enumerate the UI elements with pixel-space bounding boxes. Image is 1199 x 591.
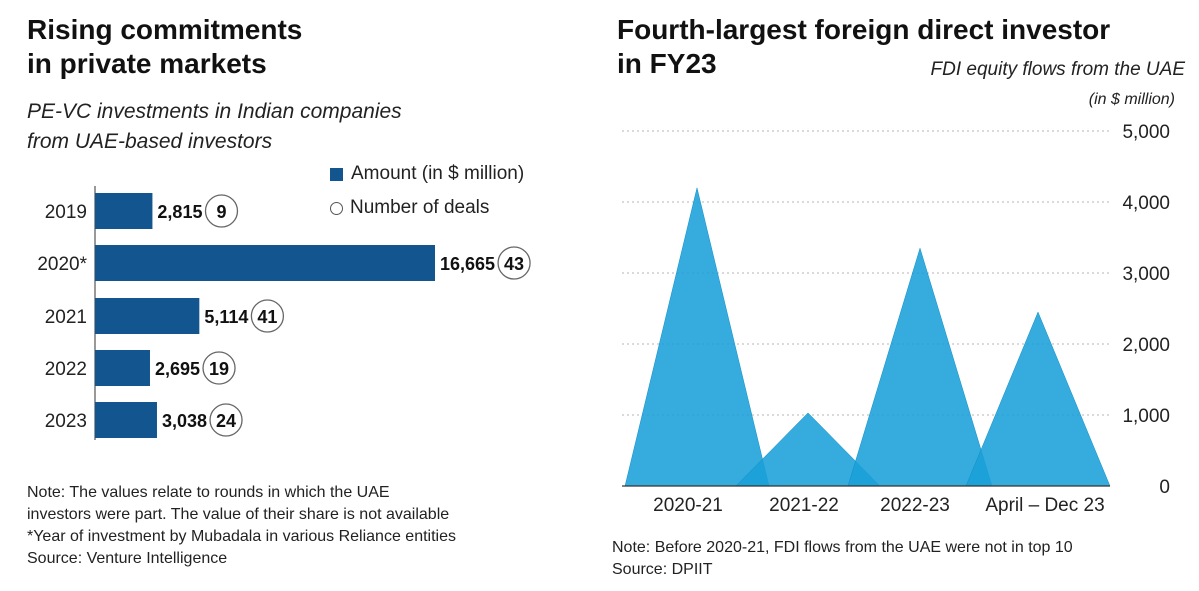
bar-mark xyxy=(95,193,153,229)
deal-count-label: 19 xyxy=(209,359,229,379)
deal-count-label: 9 xyxy=(216,202,226,222)
right-chart-unit: (in $ million) xyxy=(1088,91,1175,108)
right-title-line-1: Fourth-largest foreign direct investor xyxy=(617,14,1111,45)
bar-mark xyxy=(95,350,150,386)
area-peak-mark xyxy=(965,311,1111,487)
deal-count-circle xyxy=(497,246,531,280)
right-chart-panel: Fourth-largest foreign direct investor i… xyxy=(600,0,1199,591)
deal-count-label: 41 xyxy=(257,307,277,327)
right-title-line-2: in FY23 xyxy=(617,48,717,79)
left-chart-subtitle: PE-VC investments in Indian companies fr… xyxy=(27,97,507,157)
left-title-line-2: in private markets xyxy=(27,48,267,79)
deal-count-circle xyxy=(209,403,243,437)
right-source: Source: DPIIT xyxy=(612,561,713,578)
left-title-line-1: Rising commitments xyxy=(27,14,303,45)
bar-mark xyxy=(95,245,435,281)
right-chart-subtitle: FDI equity flows from the UAE xyxy=(930,59,1185,80)
left-subtitle-line-1: PE-VC investments in Indian companies xyxy=(27,100,402,123)
bar-category-label: 2023 xyxy=(45,411,87,432)
deal-count-label: 43 xyxy=(504,254,524,274)
left-note-line-1: Note: The values relate to rounds in whi… xyxy=(27,484,390,501)
right-note-line-1: Note: Before 2020-21, FDI flows from the… xyxy=(612,539,1073,556)
left-note-line-2: investors were part. The value of their … xyxy=(27,506,450,523)
left-chart-title: Rising commitments in private markets xyxy=(27,13,447,81)
y-tick-label: 5,000 xyxy=(1122,122,1170,143)
left-chart-panel: Rising commitments in private markets PE… xyxy=(0,0,590,591)
bar-value-label: 2,695 xyxy=(155,359,200,379)
left-note-line-3: *Year of investment by Mubadala in vario… xyxy=(27,528,456,545)
area-peak-mark xyxy=(847,247,993,487)
legend-square-icon xyxy=(330,167,343,181)
y-tick-label: 0 xyxy=(1159,477,1170,498)
left-subtitle-line-2: from UAE-based investors xyxy=(27,130,273,153)
legend-circle-icon xyxy=(330,201,343,215)
bar-value-label: 5,114 xyxy=(204,307,248,327)
deal-count-label: 24 xyxy=(216,411,236,431)
x-category-label: April – Dec 23 xyxy=(985,495,1104,516)
legend-amount-label: Amount (in $ million) xyxy=(351,163,525,184)
x-category-label: 2020-21 xyxy=(653,495,723,516)
left-chart-note: Note: The values relate to rounds in whi… xyxy=(27,482,587,570)
legend-deals-label: Number of deals xyxy=(350,197,490,218)
x-category-label: 2022-23 xyxy=(880,495,950,516)
bar-mark xyxy=(95,298,200,334)
bar-category-label: 2021 xyxy=(45,307,87,328)
bar-value-label: 16,665 xyxy=(440,254,495,274)
right-chart-note: Note: Before 2020-21, FDI flows from the… xyxy=(612,537,1192,581)
deal-count-circle xyxy=(202,351,236,385)
bar-category-label: 2020* xyxy=(37,254,87,275)
deal-count-circle xyxy=(204,194,239,228)
area-peak-mark xyxy=(624,187,770,487)
bar-value-label: 3,038 xyxy=(162,411,207,431)
bar-value-label: 2,815 xyxy=(157,202,202,222)
left-source: Source: Venture Intelligence xyxy=(27,550,228,567)
legend-item-amount: Amount (in $ million) xyxy=(330,163,524,185)
bar-category-label: 2019 xyxy=(45,202,87,223)
bar-mark xyxy=(95,402,157,438)
deal-count-circle xyxy=(250,299,285,333)
y-tick-label: 2,000 xyxy=(1122,335,1170,356)
x-category-label: 2021-22 xyxy=(769,495,839,516)
y-tick-label: 3,000 xyxy=(1122,264,1170,285)
y-tick-label: 1,000 xyxy=(1122,406,1170,427)
y-tick-label: 4,000 xyxy=(1122,193,1170,214)
legend-item-deals: Number of deals xyxy=(330,197,489,219)
right-chart-title: Fourth-largest foreign direct investor i… xyxy=(617,13,1197,81)
bar-category-label: 2022 xyxy=(45,359,87,380)
